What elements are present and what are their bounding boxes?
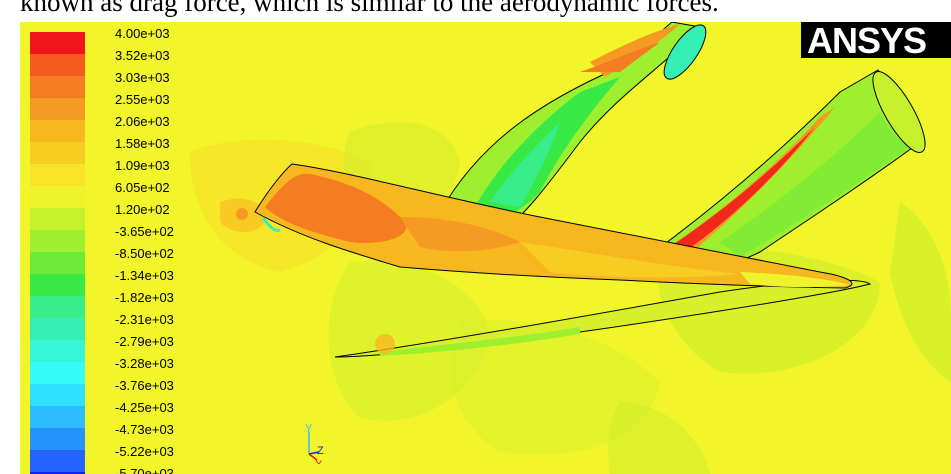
caption-line: known as drag force, which is similar to…	[20, 0, 719, 17]
turbine-blade-contour	[190, 22, 951, 474]
legend-swatch	[30, 318, 85, 340]
legend-label: 2.55e+03	[115, 92, 170, 107]
legend-label: 3.03e+03	[115, 70, 170, 85]
legend-swatch	[30, 164, 85, 186]
legend-swatch	[30, 296, 85, 318]
legend-swatch	[30, 406, 85, 428]
blade-upper	[439, 22, 707, 233]
legend-swatch	[30, 76, 85, 98]
legend-swatch	[30, 362, 85, 384]
legend-swatch	[30, 186, 85, 208]
color-legend: 4.00e+03 3.52e+03 3.03e+03 2.55e+03 2.06e+03…	[30, 26, 220, 474]
legend-label: -4.25e+03	[115, 400, 174, 415]
legend-label: -5.22e+03	[115, 444, 174, 459]
legend-swatch	[30, 384, 85, 406]
legend-label: -3.76e+03	[115, 378, 174, 393]
legend-label: 1.20e+02	[115, 202, 170, 217]
axis-triad: Y Z X	[295, 424, 325, 464]
legend-swatch	[30, 120, 85, 142]
blade-lower	[334, 279, 872, 358]
legend-label: -3.65e+02	[115, 224, 174, 239]
legend-swatch	[30, 472, 85, 474]
legend-label: -1.82e+03	[115, 290, 174, 305]
legend-label: -5.70e+03	[115, 466, 174, 474]
legend-swatch	[30, 274, 85, 296]
blade-right	[639, 69, 926, 275]
logo-text: ANSYS	[807, 22, 927, 61]
legend-swatch	[30, 98, 85, 120]
axis-triad-icon: Y Z X	[305, 424, 324, 464]
legend-swatch	[30, 54, 85, 76]
legend-swatch	[30, 142, 85, 164]
blade-front	[254, 163, 853, 289]
legend-label: 1.09e+03	[115, 158, 170, 173]
ansys-logo: ANSYS	[801, 22, 951, 61]
legend-label: -2.31e+03	[115, 312, 174, 327]
legend-label: -4.73e+03	[115, 422, 174, 437]
axis-y-label: Y	[305, 424, 313, 435]
legend-label: -3.28e+03	[115, 356, 174, 371]
legend-label: -1.34e+03	[115, 268, 174, 283]
axis-z-label: Z	[317, 445, 324, 457]
pressure-field-background	[190, 122, 951, 474]
legend-label: 1.58e+03	[115, 136, 170, 151]
legend-label: 6.05e+02	[115, 180, 170, 195]
legend-swatch	[30, 340, 85, 362]
legend-label: 4.00e+03	[115, 26, 170, 41]
legend-swatch	[30, 230, 85, 252]
legend-swatch	[30, 252, 85, 274]
axis-x-label: X	[315, 459, 323, 464]
figure-caption-text: known as drag force, which is similar to…	[0, 0, 951, 22]
legend-swatch	[30, 32, 85, 54]
legend-swatch	[30, 208, 85, 230]
contour-plot: ANSYS 4.00e+03 3.52e+03 3.03e+03 2.55e+03 2.…	[20, 22, 951, 474]
legend-label: -2.79e+03	[115, 334, 174, 349]
legend-label: 2.06e+03	[115, 114, 170, 129]
legend-label: 3.52e+03	[115, 48, 170, 63]
legend-swatch	[30, 428, 85, 450]
legend-label: -8.50e+02	[115, 246, 174, 261]
legend-swatch	[30, 450, 85, 472]
